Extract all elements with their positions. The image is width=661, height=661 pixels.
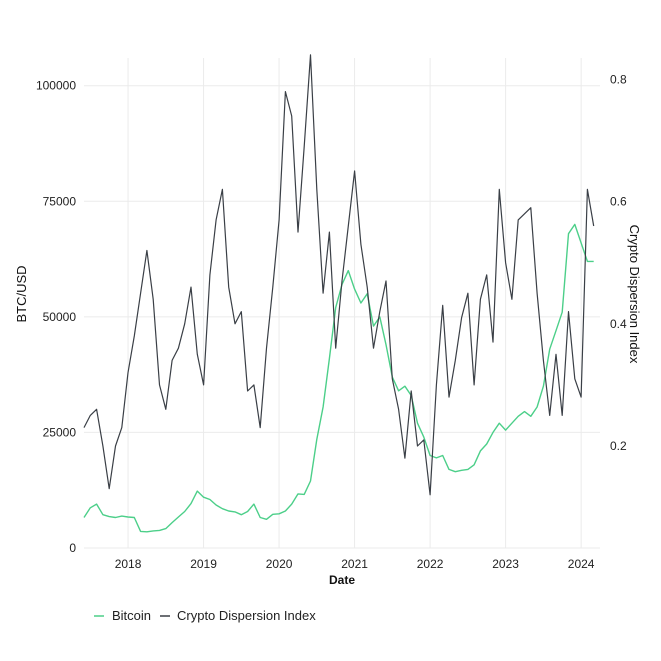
legend-dispersion-label: Crypto Dispersion Index	[177, 608, 316, 623]
x-tick-label: 2020	[266, 557, 293, 571]
x-tick-label: 2023	[492, 557, 519, 571]
right-tick-label: 0.4	[610, 317, 627, 331]
left-tick-label: 75000	[43, 194, 77, 208]
x-tick-label: 2022	[417, 557, 444, 571]
x-tick-label: 2019	[190, 557, 217, 571]
left-tick-label: 25000	[43, 425, 77, 439]
left-axis-ticks: 0 25000 50000 75000 100000	[36, 79, 76, 555]
gridlines	[84, 58, 600, 549]
right-tick-label: 0.8	[610, 72, 627, 86]
series-dispersion-line	[83, 54, 595, 496]
legend: Bitcoin Crypto Dispersion Index	[94, 608, 316, 623]
left-tick-label: 100000	[36, 79, 76, 93]
left-tick-label: 50000	[43, 310, 77, 324]
right-axis-ticks: 0.2 0.4 0.6 0.8	[610, 72, 627, 453]
x-tick-label: 2021	[341, 557, 368, 571]
x-axis-title: Date	[329, 573, 355, 587]
left-tick-label: 0	[69, 541, 76, 555]
right-tick-label: 0.6	[610, 195, 627, 209]
right-tick-label: 0.2	[610, 439, 627, 453]
right-axis-title: Crypto Dispersion Index	[627, 225, 642, 364]
series-bitcoin-line	[83, 223, 594, 533]
x-tick-label: 2024	[568, 557, 595, 571]
x-axis-ticks: 2018 2019 2020 2021 2022 2023 2024	[115, 557, 595, 571]
left-axis-title: BTC/USD	[14, 265, 29, 322]
x-tick-label: 2018	[115, 557, 142, 571]
legend-bitcoin-label: Bitcoin	[112, 608, 151, 623]
series-lines	[83, 54, 595, 533]
